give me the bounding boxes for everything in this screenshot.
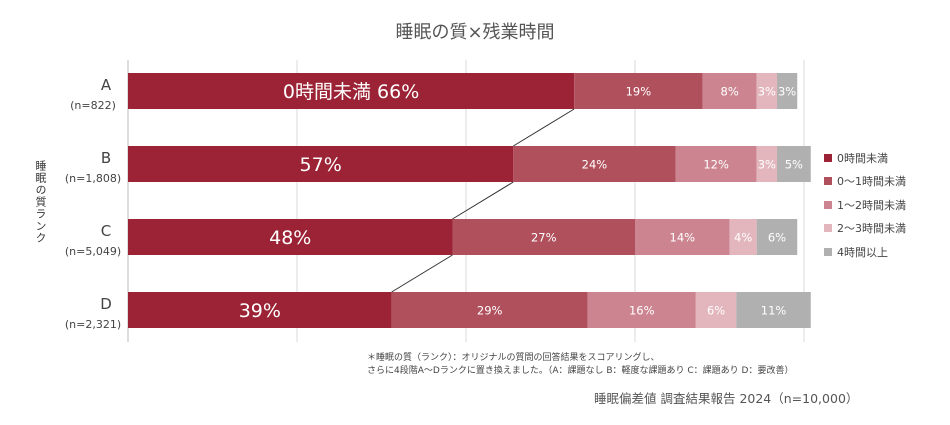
category-tick-label: D — [100, 295, 112, 313]
connector-line — [391, 254, 453, 293]
category-count-label: (n=1,808) — [65, 172, 121, 185]
connector-line — [513, 108, 575, 147]
connector-line — [452, 181, 514, 220]
bar-segment — [756, 146, 777, 182]
data-label: 57% — [300, 154, 342, 176]
data-label: 3% — [758, 85, 776, 99]
legend-label: 2～3時間未満 — [837, 222, 906, 236]
footnote-line: さらに4段階A～Dランクに置き換えました。（A：課題なし B：軽度な課題あり C… — [367, 366, 794, 376]
bar-segment — [635, 219, 730, 255]
data-label: 0時間未満 66% — [283, 81, 419, 103]
data-label: 6% — [768, 231, 786, 245]
bar-segment — [756, 219, 798, 255]
data-label: 48% — [269, 227, 311, 249]
footnote-line: ＊睡眠の質（ランク）：オリジナルの質問の回答結果をスコアリングし、 — [367, 353, 660, 363]
data-label: 3% — [778, 85, 796, 99]
legend-swatch — [824, 224, 832, 233]
bar-segment — [729, 219, 757, 255]
category-count-label: (n=2,321) — [65, 318, 121, 331]
bar-segment — [776, 73, 798, 109]
legend-item: 2～3時間未満 — [824, 217, 944, 241]
bar-segment — [452, 219, 635, 255]
bar-segment — [756, 73, 777, 109]
legend-swatch — [824, 200, 832, 209]
bar-segment — [574, 73, 703, 109]
bar-segment — [702, 73, 757, 109]
chart-title: 睡眠の質×残業時間 — [395, 22, 555, 43]
y-axis-label: 睡眠の質ランク — [34, 160, 47, 244]
category-count-label: (n=822) — [70, 99, 116, 112]
legend-label: 0時間未満 — [837, 151, 888, 165]
bar-segment — [736, 292, 811, 328]
bar-segment — [128, 292, 392, 328]
data-label: 3% — [758, 158, 776, 172]
legend-swatch — [824, 247, 832, 256]
bar-segment — [128, 219, 453, 255]
legend-label: 0～1時間未満 — [837, 175, 906, 189]
category-tick-label: C — [101, 222, 111, 240]
bar-segment — [695, 292, 737, 328]
data-label: 8% — [721, 85, 739, 99]
data-label: 39% — [239, 300, 281, 322]
data-label: 29% — [477, 304, 503, 318]
legend-item: 1～2時間未満 — [824, 193, 944, 217]
source-credit: 睡眠偏差値 調査結果報告 2024（n=10,000） — [594, 391, 859, 406]
legend-item: 0時間未満 — [824, 146, 944, 170]
data-label: 11% — [761, 304, 787, 318]
bar-segment — [513, 146, 676, 182]
legend: 0時間未満 0～1時間未満 1～2時間未満 2～3時間未満 4時間以上 — [824, 146, 944, 264]
category-count-label: (n=5,049) — [65, 245, 121, 258]
bar-segment — [128, 73, 575, 109]
bar-segment — [587, 292, 696, 328]
legend-swatch — [824, 153, 832, 162]
legend-item: 4時間以上 — [824, 240, 944, 264]
bar-segment — [675, 146, 757, 182]
legend-item: 0～1時間未満 — [824, 170, 944, 194]
data-label: 5% — [785, 158, 803, 172]
bar-segment — [776, 146, 811, 182]
footnote: ＊睡眠の質（ランク）：オリジナルの質問の回答結果をスコアリングし、 さらに4段階… — [367, 352, 793, 378]
legend-label: 4時間以上 — [837, 245, 888, 259]
category-tick-label: B — [101, 149, 111, 167]
legend-label: 1～2時間未満 — [837, 198, 906, 212]
data-label: 19% — [626, 85, 652, 99]
legend-swatch — [824, 177, 832, 186]
data-label: 6% — [707, 304, 725, 318]
data-label: 4% — [734, 231, 752, 245]
data-label: 12% — [703, 158, 729, 172]
data-label: 24% — [582, 158, 608, 172]
bar-segment — [391, 292, 588, 328]
bar-segment — [128, 146, 514, 182]
data-label: 14% — [670, 231, 696, 245]
data-label: 27% — [531, 231, 557, 245]
data-label: 16% — [629, 304, 655, 318]
category-tick-label: A — [101, 76, 112, 94]
